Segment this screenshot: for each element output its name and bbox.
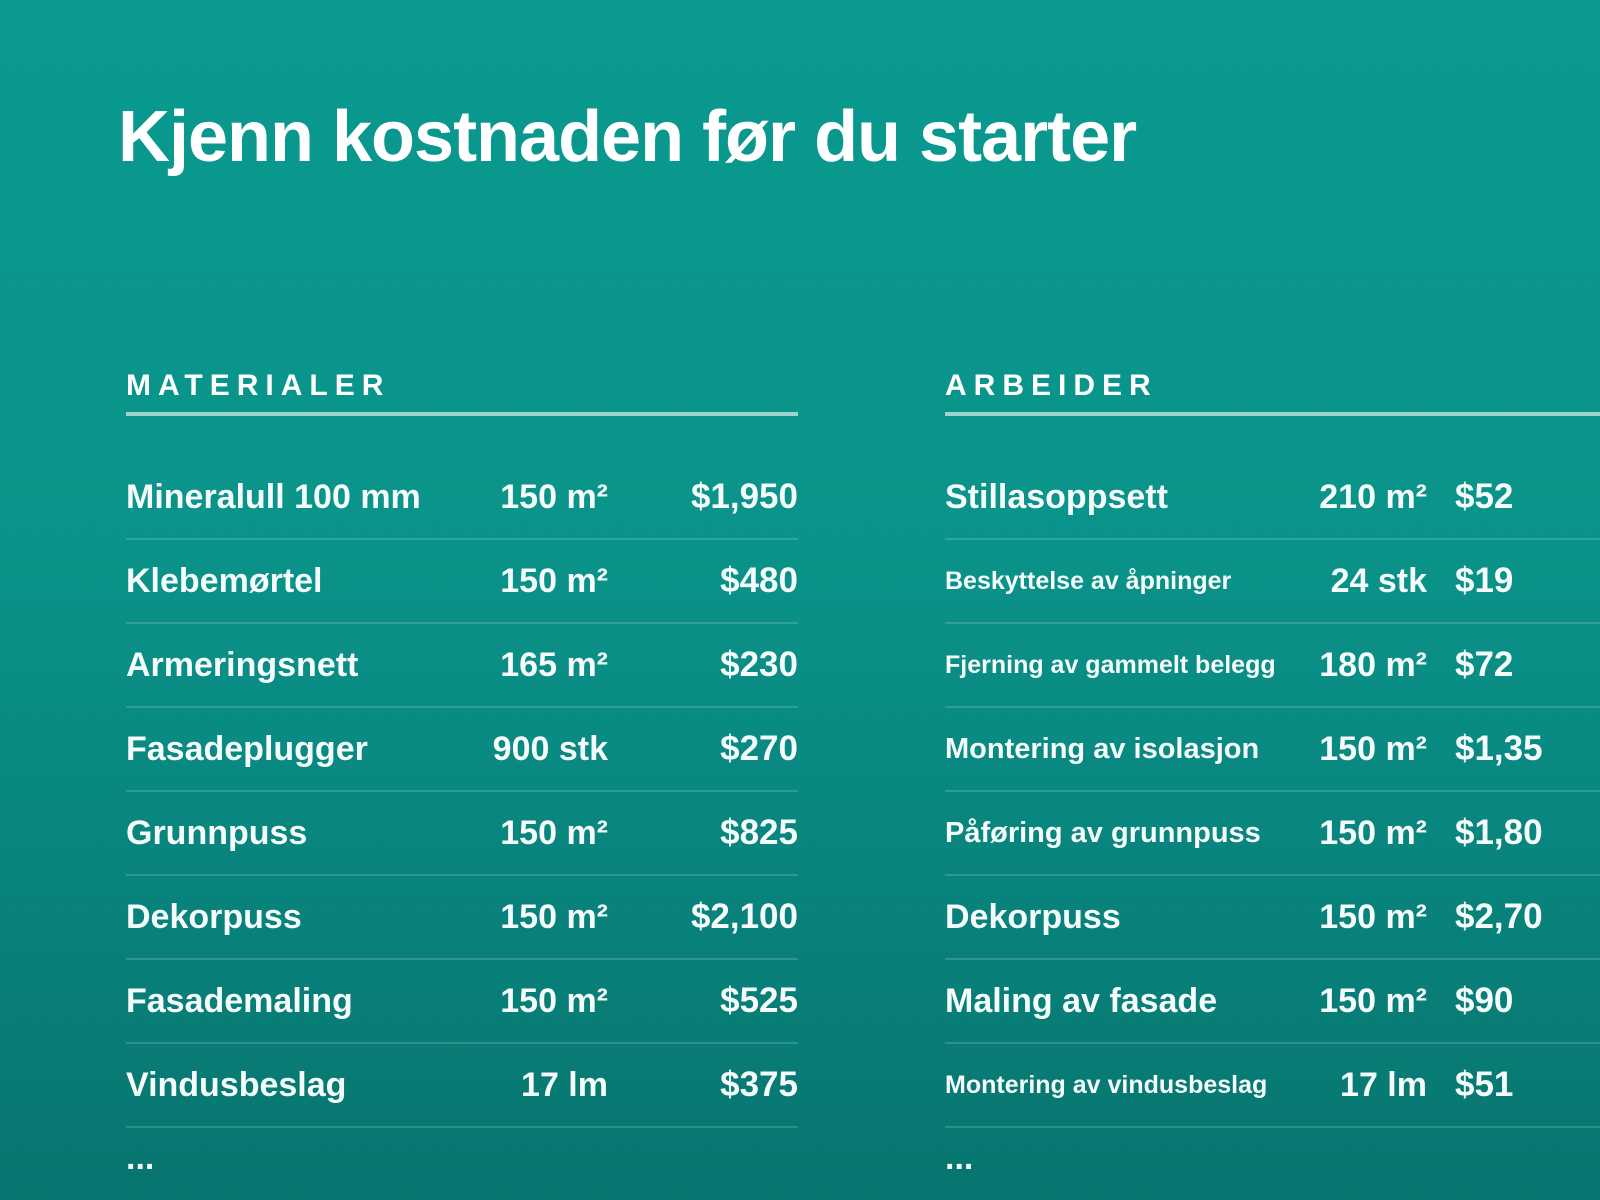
item-name: Klebemørtel [126, 562, 323, 600]
item-name: Montering av vindusbeslag [945, 1071, 1268, 1099]
item-price: $72 [1455, 645, 1514, 684]
item-quantity: 150 m² [1319, 730, 1427, 768]
item-quantity: 180 m² [1319, 646, 1427, 684]
materials-table: Mineralull 100 mm 150 m² $1,950 Klebemør… [126, 456, 798, 1188]
item-price: $2,100 [690, 897, 798, 936]
item-quantity: 210 m² [1319, 478, 1427, 516]
table-row: Fasademaling 150 m² $525 [126, 960, 798, 1044]
item-price: $375 [720, 1065, 798, 1104]
table-row: Klebemørtel 150 m² $480 [126, 540, 798, 624]
item-quantity: 17 lm [521, 1066, 608, 1104]
item-price: $525 [720, 981, 798, 1020]
item-price: $270 [720, 729, 798, 768]
page-title: Kjenn kostnaden før du starter [118, 97, 1137, 177]
item-price: $90 [1455, 981, 1514, 1020]
item-quantity: 24 stk [1330, 562, 1427, 600]
item-name: Maling av fasade [945, 982, 1218, 1020]
item-name: Dekorpuss [126, 898, 302, 936]
item-price: $52 [1455, 477, 1514, 516]
work-section: ARBEIDER Stillasoppsett 210 m² $52 Besky… [945, 364, 1600, 1188]
item-price: $230 [720, 645, 798, 684]
item-quantity: 150 m² [1319, 898, 1427, 936]
item-name: Vindusbeslag [126, 1066, 347, 1104]
item-name: Stillasoppsett [945, 478, 1168, 516]
item-quantity: 150 m² [500, 814, 608, 852]
table-row: Dekorpuss 150 m² $2,100 [126, 876, 798, 960]
table-row: Vindusbeslag 17 lm $375 [126, 1044, 798, 1128]
table-row: Montering av vindusbeslag 17 lm $51 [945, 1044, 1600, 1128]
table-row: Montering av isolasjon 150 m² $1,35 [945, 708, 1600, 792]
item-quantity: 150 m² [500, 982, 608, 1020]
item-quantity: 150 m² [500, 898, 608, 936]
item-name: Dekorpuss [945, 898, 1121, 936]
table-row: Dekorpuss 150 m² $2,70 [945, 876, 1600, 960]
item-name: Armeringsnett [126, 646, 359, 684]
item-price: $19 [1455, 561, 1514, 600]
item-quantity: 150 m² [500, 478, 608, 516]
item-name: Mineralull 100 mm [126, 478, 421, 516]
item-price: $1,80 [1455, 813, 1543, 852]
table-row: Fjerning av gammelt belegg 180 m² $72 [945, 624, 1600, 708]
table-row: Mineralull 100 mm 150 m² $1,950 [126, 456, 798, 540]
item-quantity: 165 m² [500, 646, 608, 684]
item-name: Fasademaling [126, 982, 353, 1020]
table-row: Stillasoppsett 210 m² $52 [945, 456, 1600, 540]
item-name: Fjerning av gammelt belegg [945, 651, 1276, 679]
item-price: $51 [1455, 1065, 1514, 1104]
table-row: Maling av fasade 150 m² $90 [945, 960, 1600, 1044]
table-row: Armeringsnett 165 m² $230 [126, 624, 798, 708]
materials-section: MATERIALER Mineralull 100 mm 150 m² $1,9… [126, 364, 798, 1188]
item-name: Montering av isolasjon [945, 733, 1260, 765]
item-price: $825 [720, 813, 798, 852]
item-quantity: 150 m² [1319, 814, 1427, 852]
item-name: Beskyttelse av åpninger [945, 567, 1232, 595]
item-quantity: 150 m² [1319, 982, 1427, 1020]
more-items-ellipsis: ... [126, 1139, 155, 1177]
item-quantity: 900 stk [492, 730, 608, 768]
item-quantity: 150 m² [500, 562, 608, 600]
item-name: Fasadeplugger [126, 730, 368, 768]
item-price: $1,950 [690, 477, 798, 516]
work-table: Stillasoppsett 210 m² $52 Beskyttelse av… [945, 456, 1600, 1188]
more-items-ellipsis: ... [945, 1139, 974, 1177]
table-row: Påføring av grunnpuss 150 m² $1,80 [945, 792, 1600, 876]
item-name: Grunnpuss [126, 814, 308, 852]
table-row: Beskyttelse av åpninger 24 stk $19 [945, 540, 1600, 624]
materials-heading: MATERIALER [126, 364, 798, 416]
table-row: Fasadeplugger 900 stk $270 [126, 708, 798, 792]
item-price: $2,70 [1455, 897, 1543, 936]
item-name: Påføring av grunnpuss [945, 817, 1261, 849]
item-price: $1,35 [1455, 729, 1543, 768]
table-row: Grunnpuss 150 m² $825 [126, 792, 798, 876]
work-heading: ARBEIDER [945, 364, 1600, 416]
item-price: $480 [720, 561, 798, 600]
item-quantity: 17 lm [1340, 1066, 1427, 1104]
